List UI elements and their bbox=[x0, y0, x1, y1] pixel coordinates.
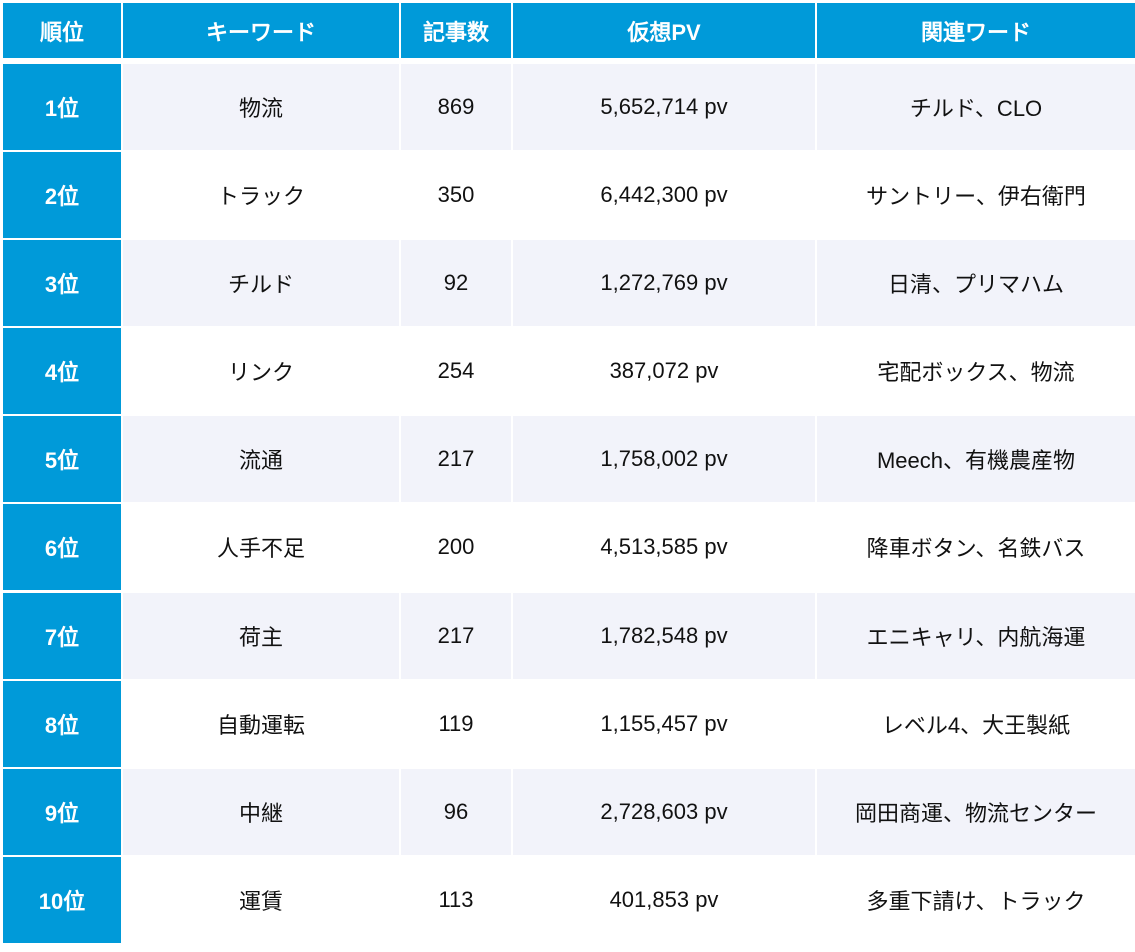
header-pv: 仮想PV bbox=[513, 3, 815, 58]
table-cell-articles: 119 bbox=[401, 680, 511, 767]
table-cell-rank: 6位 bbox=[3, 504, 121, 591]
table-cell-pv: 387,072 pv bbox=[513, 328, 815, 415]
table-cell-pv: 5,652,714 pv bbox=[513, 64, 815, 150]
table-cell-articles: 869 bbox=[401, 64, 511, 150]
table-cell-keyword: 中継 bbox=[123, 768, 399, 855]
table-cell-related: エニキャリ、内航海運 bbox=[817, 592, 1135, 679]
table-cell-rank: 10位 bbox=[3, 856, 121, 943]
table-cell-rank: 4位 bbox=[3, 328, 121, 415]
table-cell-related: レベル4、大王製紙 bbox=[817, 680, 1135, 767]
table-cell-articles: 92 bbox=[401, 240, 511, 327]
header-articles: 記事数 bbox=[401, 3, 511, 58]
table-cell-articles: 350 bbox=[401, 152, 511, 239]
table-cell-keyword: 流通 bbox=[123, 416, 399, 503]
table-cell-pv: 1,272,769 pv bbox=[513, 240, 815, 327]
table-cell-pv: 2,728,603 pv bbox=[513, 768, 815, 855]
table-cell-keyword: 自動運転 bbox=[123, 680, 399, 767]
table-cell-related: 岡田商運、物流センター bbox=[817, 768, 1135, 855]
header-related: 関連ワード bbox=[817, 3, 1135, 58]
table-cell-articles: 96 bbox=[401, 768, 511, 855]
table-cell-pv: 1,758,002 pv bbox=[513, 416, 815, 503]
table-cell-keyword: リンク bbox=[123, 328, 399, 415]
table-cell-keyword: トラック bbox=[123, 152, 399, 239]
table-cell-articles: 200 bbox=[401, 504, 511, 591]
table-cell-rank: 3位 bbox=[3, 240, 121, 327]
table-cell-keyword: 荷主 bbox=[123, 592, 399, 679]
table-cell-related: 日清、プリマハム bbox=[817, 240, 1135, 327]
table-cell-rank: 7位 bbox=[3, 592, 121, 679]
table-cell-articles: 254 bbox=[401, 328, 511, 415]
table-cell-rank: 1位 bbox=[3, 64, 121, 150]
table-cell-rank: 8位 bbox=[3, 680, 121, 767]
table-cell-keyword: 物流 bbox=[123, 64, 399, 150]
table-cell-pv: 1,782,548 pv bbox=[513, 592, 815, 679]
table-cell-pv: 4,513,585 pv bbox=[513, 504, 815, 591]
table-cell-related: 多重下請け、トラック bbox=[817, 856, 1135, 943]
table-cell-related: 降車ボタン、名鉄バス bbox=[817, 504, 1135, 591]
table-cell-related: 宅配ボックス、物流 bbox=[817, 328, 1135, 415]
table-cell-pv: 401,853 pv bbox=[513, 856, 815, 943]
table-cell-keyword: 人手不足 bbox=[123, 504, 399, 591]
table-cell-related: サントリー、伊右衛門 bbox=[817, 152, 1135, 239]
table-cell-keyword: 運賃 bbox=[123, 856, 399, 943]
header-keyword: キーワード bbox=[123, 3, 399, 58]
keyword-ranking-table: 順位 キーワード 記事数 仮想PV 関連ワード 1位 物流 869 5,652,714… bbox=[3, 3, 1135, 945]
table-cell-keyword: チルド bbox=[123, 240, 399, 327]
table-cell-related: Meech、有機農産物 bbox=[817, 416, 1135, 503]
table-cell-rank: 9位 bbox=[3, 768, 121, 855]
header-rank: 順位 bbox=[3, 3, 121, 58]
table-cell-rank: 5位 bbox=[3, 416, 121, 503]
table-cell-articles: 113 bbox=[401, 856, 511, 943]
table-cell-articles: 217 bbox=[401, 416, 511, 503]
table-cell-articles: 217 bbox=[401, 592, 511, 679]
table-cell-rank: 2位 bbox=[3, 152, 121, 239]
table-cell-related: チルド、CLO bbox=[817, 64, 1135, 150]
table-cell-pv: 1,155,457 pv bbox=[513, 680, 815, 767]
table-cell-pv: 6,442,300 pv bbox=[513, 152, 815, 239]
